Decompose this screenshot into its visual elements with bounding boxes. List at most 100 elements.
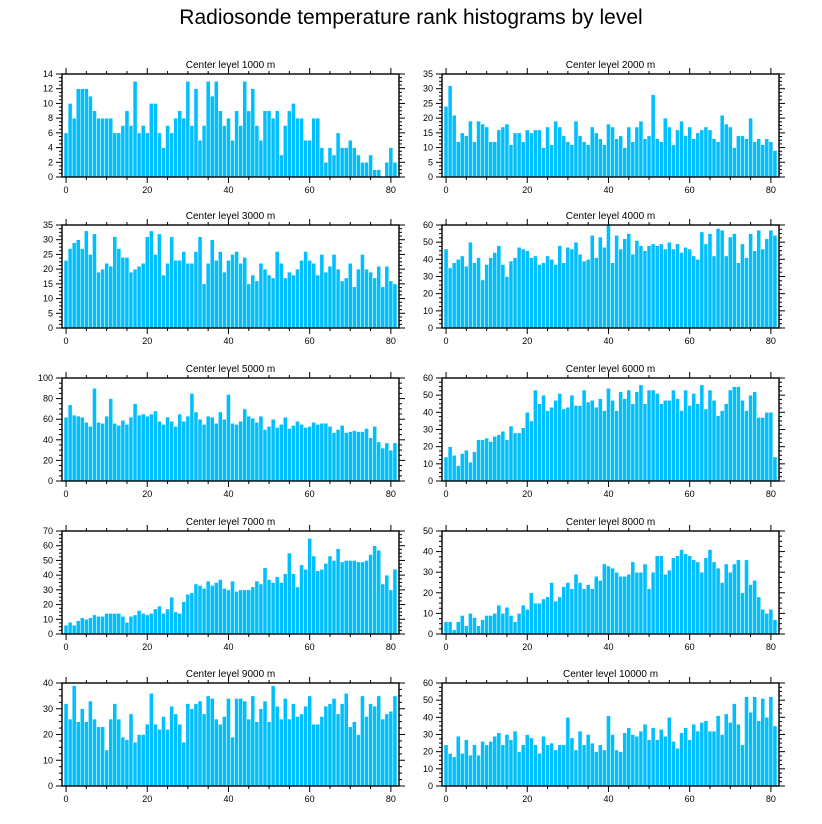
histogram-bar xyxy=(638,571,644,635)
histogram-bar xyxy=(80,708,85,787)
histogram-bar xyxy=(218,579,223,635)
histogram-bar xyxy=(500,264,506,329)
histogram-bar xyxy=(319,254,325,329)
histogram-bar xyxy=(84,619,89,635)
histogram-bar xyxy=(173,426,178,482)
histogram-bar xyxy=(663,248,668,329)
histogram-bar xyxy=(104,749,109,787)
histogram-bar xyxy=(327,265,333,329)
histogram-bar xyxy=(561,135,567,178)
histogram-bar xyxy=(443,248,449,329)
histogram-bar xyxy=(622,398,627,482)
y-tick-label: 40 xyxy=(43,678,53,688)
y-tick-label: 10 xyxy=(423,459,433,469)
histogram-bar xyxy=(149,613,154,635)
histogram-bar xyxy=(618,248,623,329)
histogram-bar xyxy=(238,125,243,178)
histogram-bar xyxy=(610,734,615,787)
histogram-bar xyxy=(585,584,591,635)
histogram-bar xyxy=(234,698,239,787)
histogram-bar xyxy=(205,263,211,329)
histogram-bar xyxy=(348,139,353,178)
histogram-bar xyxy=(157,233,162,329)
histogram-bar xyxy=(295,117,300,178)
histogram-bar xyxy=(352,721,357,787)
y-tick-label: 60 xyxy=(423,373,433,383)
histogram-bar xyxy=(356,734,361,787)
histogram-bar xyxy=(331,154,337,178)
histogram-bar xyxy=(63,416,69,482)
histogram-bar xyxy=(683,247,688,329)
histogram-bar xyxy=(368,154,373,178)
histogram-bar xyxy=(323,705,329,787)
histogram-bar xyxy=(242,408,247,482)
histogram-bar xyxy=(331,698,337,787)
histogram-bar xyxy=(380,583,386,635)
histogram-bar xyxy=(185,594,191,635)
histogram-bar xyxy=(581,389,587,482)
histogram-bar xyxy=(71,117,77,178)
histogram-bar xyxy=(549,259,554,329)
y-tick-label: 30 xyxy=(43,704,53,714)
histogram-bar xyxy=(642,403,648,482)
histogram-bar xyxy=(642,723,648,787)
histogram-bar xyxy=(335,132,341,178)
histogram-bar xyxy=(283,125,288,178)
histogram-bar xyxy=(311,117,317,178)
histogram-bar xyxy=(287,552,292,635)
histogram-bar xyxy=(541,147,546,178)
histogram-bar xyxy=(230,254,235,329)
histogram-bar xyxy=(732,563,737,635)
histogram-bar xyxy=(343,277,349,329)
histogram-bar xyxy=(545,126,550,178)
histogram-bar xyxy=(384,442,390,482)
histogram-bar xyxy=(618,751,623,787)
histogram-bar xyxy=(335,713,341,787)
histogram-bar xyxy=(752,391,757,482)
histogram-bar xyxy=(711,561,717,635)
histogram-bar xyxy=(197,418,203,482)
histogram-bar xyxy=(356,561,361,635)
histogram-bar xyxy=(728,571,733,635)
histogram-bar xyxy=(577,135,583,178)
histogram-bar xyxy=(533,744,538,787)
histogram-bar xyxy=(173,260,178,329)
histogram-bar xyxy=(120,257,126,329)
histogram-bar xyxy=(654,555,660,635)
panel-title: Center level 6000 m xyxy=(566,364,656,375)
histogram-bar xyxy=(278,582,284,635)
histogram-bar xyxy=(642,563,648,635)
histogram-bar xyxy=(100,117,105,178)
histogram-bar xyxy=(752,696,757,787)
histogram-bar xyxy=(165,416,170,482)
histogram-bar xyxy=(238,698,243,787)
histogram-bar xyxy=(451,262,457,329)
histogram-bar xyxy=(75,239,81,329)
histogram-bar xyxy=(339,425,345,482)
histogram-bar xyxy=(760,417,766,482)
histogram-bar xyxy=(488,741,494,787)
histogram-bar xyxy=(638,245,644,329)
histogram-bar xyxy=(695,259,701,329)
y-tick-label: 5 xyxy=(428,157,433,167)
histogram-bar xyxy=(687,739,692,787)
y-tick-label: 20 xyxy=(43,455,53,465)
histogram-bar xyxy=(549,144,554,178)
histogram-bar xyxy=(291,103,296,178)
histogram-bar xyxy=(104,117,109,178)
histogram-bar xyxy=(537,753,542,787)
histogram-bar xyxy=(201,283,207,329)
histogram-bar xyxy=(254,580,260,635)
x-tick-label: 0 xyxy=(444,185,449,195)
histogram-bar xyxy=(149,230,154,329)
histogram-bar xyxy=(598,138,603,178)
histogram-bar xyxy=(484,615,489,635)
histogram-bar xyxy=(618,391,623,482)
histogram-bar xyxy=(185,263,191,329)
histogram-bar xyxy=(658,243,664,329)
histogram-bar xyxy=(748,711,753,787)
histogram-bar xyxy=(744,138,749,178)
histogram-bar xyxy=(372,277,377,329)
histogram-bar xyxy=(222,125,227,178)
